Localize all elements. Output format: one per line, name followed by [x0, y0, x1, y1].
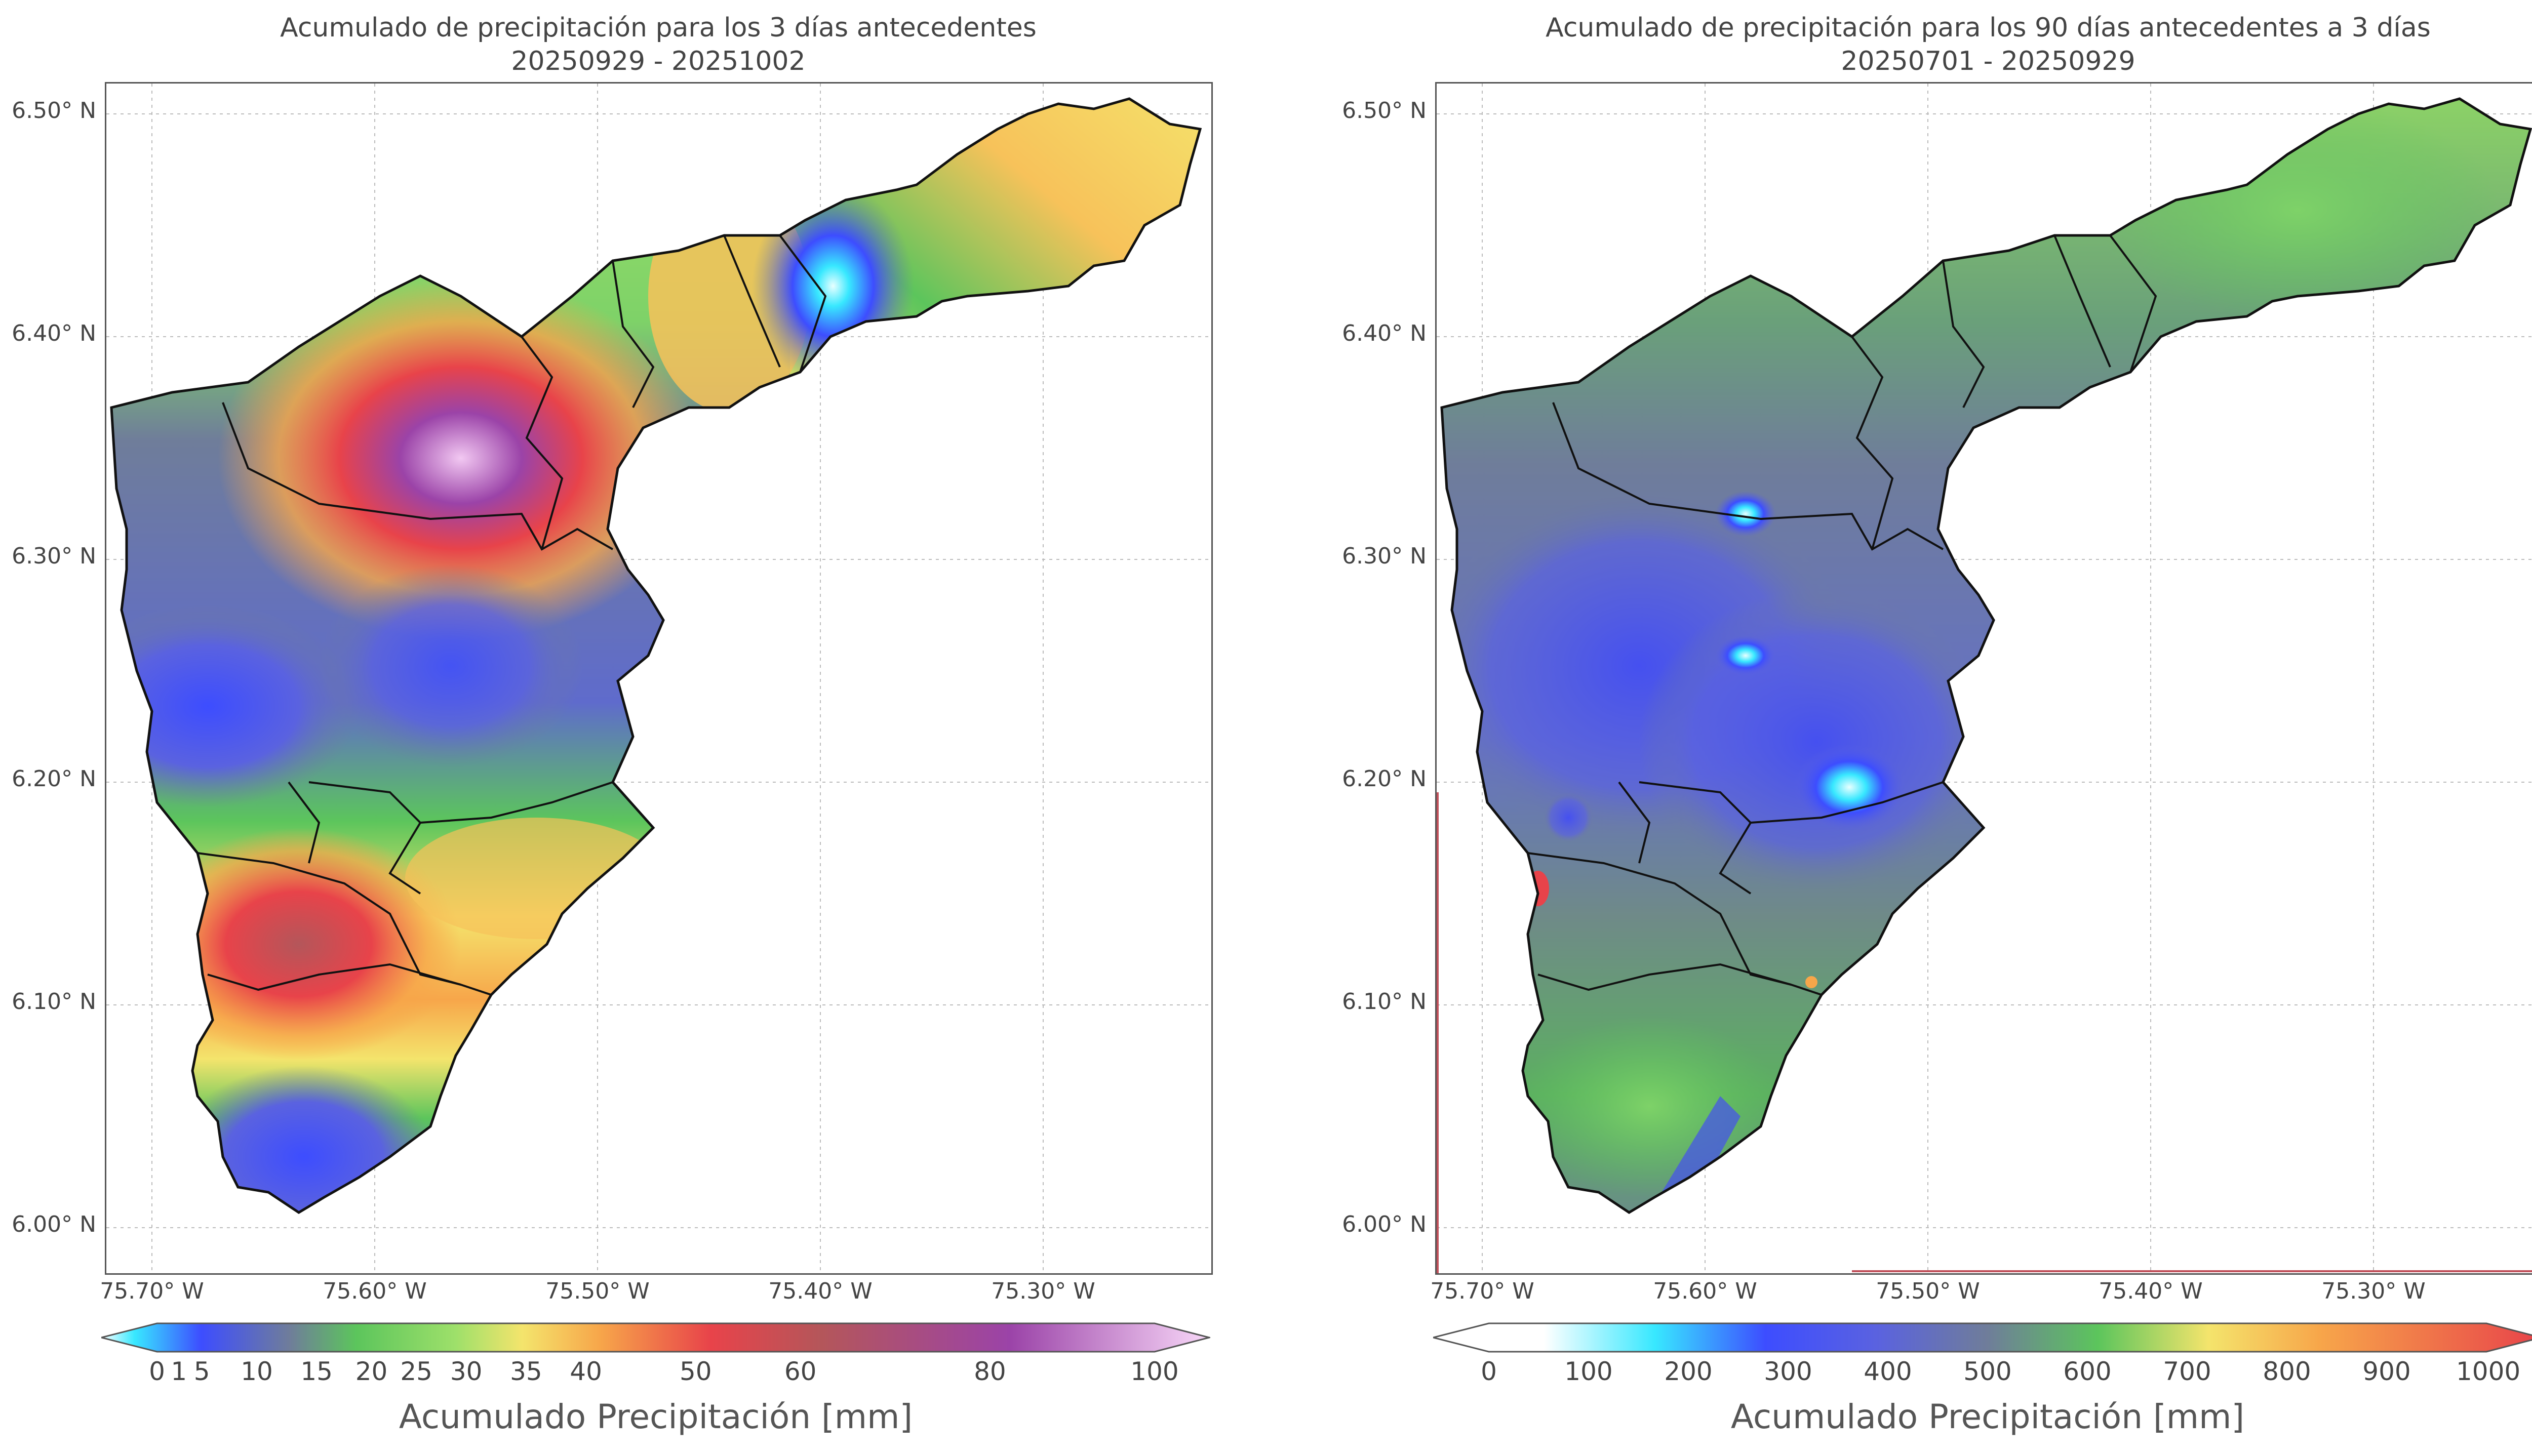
panel2-precip-field	[1442, 99, 2530, 1212]
panel1-title-line1: Acumulado de precipitación para los 3 dí…	[280, 13, 1037, 43]
panel1-colorbar-label: Acumulado Precipitación [mm]	[399, 1397, 913, 1436]
panel2-ytick-5: 6.00° N	[1342, 1211, 1427, 1237]
panel1-map	[105, 82, 1213, 1275]
panel2-colorbar-tick: 700	[2163, 1357, 2211, 1386]
panel1-ytick-1: 6.40° N	[12, 320, 96, 346]
panel2-xtick-1: 75.60° W	[1653, 1278, 1757, 1304]
panel1-colorbar-tick: 20	[355, 1357, 388, 1386]
panel2-colorbar-tick: 100	[1564, 1357, 1613, 1386]
panel2-colorbar-tick: 800	[2263, 1357, 2311, 1386]
panel1-colorbar-tick: 1	[171, 1357, 187, 1386]
panel2-map-svg	[1437, 84, 2532, 1273]
panel1-colorbar	[101, 1322, 1212, 1353]
panel1-colorbar-tick: 25	[400, 1357, 432, 1386]
panel1-xtick-1: 75.60° W	[323, 1278, 427, 1304]
panel2-colorbar-tick: 500	[1963, 1357, 2012, 1386]
panel1-colorbar-tick: 80	[974, 1357, 1006, 1386]
panel2-basin-outline	[1440, 97, 2532, 1214]
panel2-title-line1: Acumulado de precipitación para los 90 d…	[1546, 13, 2431, 43]
panel2-ytick-4: 6.10° N	[1342, 989, 1427, 1015]
panel2-colorbar-tick: 1000	[2456, 1357, 2521, 1386]
panel2-colorbar-tick: 200	[1664, 1357, 1713, 1386]
panel1-basin-outline	[110, 97, 1202, 1214]
panel1-ytick-4: 6.10° N	[12, 989, 96, 1015]
panel1-colorbar-tick: 60	[784, 1357, 817, 1386]
panel1-subbasin-borders	[197, 234, 827, 996]
panel1-xtick-4: 75.30° W	[991, 1278, 1095, 1304]
panel1-colorbar-tick: 15	[300, 1357, 333, 1386]
panel1-colorbar-tick: 40	[570, 1357, 602, 1386]
panel1-map-svg	[106, 84, 1211, 1273]
panel1-ytick-5: 6.00° N	[12, 1211, 96, 1237]
panel2-colorbar-gradient	[1433, 1322, 2532, 1353]
panel1-xtick-0: 75.70° W	[100, 1278, 204, 1304]
panel1-ytick-2: 6.30° N	[12, 543, 96, 569]
panel2-xtick-2: 75.50° W	[1876, 1278, 1980, 1304]
panel2-colorbar	[1433, 1322, 2532, 1353]
panel1-xtick-2: 75.50° W	[545, 1278, 650, 1304]
panel1-colorbar-tick: 100	[1130, 1357, 1179, 1386]
panel1-colorbar-tick: 30	[450, 1357, 483, 1386]
panel1-colorbar-tick: 10	[241, 1357, 273, 1386]
panel2-xtick-4: 75.30° W	[2321, 1278, 2426, 1304]
panel1-ytick-3: 6.20° N	[12, 766, 96, 792]
panel2-colorbar-label: Acumulado Precipitación [mm]	[1730, 1397, 2245, 1436]
panel2-map	[1435, 82, 2532, 1275]
panel1-ytick-0: 6.50° N	[12, 98, 96, 124]
panel1-xtick-3: 75.40° W	[768, 1278, 873, 1304]
panel2-title: Acumulado de precipitación para los 90 d…	[1436, 11, 2532, 78]
panel2-ytick-0: 6.50° N	[1342, 98, 1427, 124]
panel1-colorbar-tick: 50	[679, 1357, 712, 1386]
panel1-colorbar-gradient	[101, 1322, 1212, 1353]
panel1-title: Acumulado de precipitación para los 3 dí…	[106, 11, 1210, 78]
panel1-colorbar-svg	[101, 1322, 1212, 1353]
panel2-colorbar-tick: 600	[2063, 1357, 2112, 1386]
panel2-xtick-0: 75.70° W	[1430, 1278, 1534, 1304]
panel2-colorbar-tick: 400	[1864, 1357, 1912, 1386]
panel1-colorbar-tick: 5	[193, 1357, 210, 1386]
panel2-ytick-1: 6.40° N	[1342, 320, 1427, 346]
panel1-colorbar-tick: 0	[149, 1357, 165, 1386]
panel1-precip-field	[111, 99, 1200, 1212]
panel2-ytick-2: 6.30° N	[1342, 543, 1427, 569]
panel2-colorbar-tick: 300	[1764, 1357, 1812, 1386]
panel2-xtick-3: 75.40° W	[2099, 1278, 2203, 1304]
panel2-colorbar-tick: 0	[1481, 1357, 1497, 1386]
panel2-ytick-3: 6.20° N	[1342, 766, 1427, 792]
panel2-colorbar-tick: 900	[2362, 1357, 2411, 1386]
panel1-colorbar-tick: 35	[510, 1357, 542, 1386]
panel1-title-line2: 20250929 - 20251002	[511, 46, 806, 76]
panel2-title-line2: 20250701 - 20250929	[1841, 46, 2135, 76]
panel2-colorbar-svg	[1433, 1322, 2532, 1353]
panel2-subbasin-borders	[1527, 234, 2157, 996]
